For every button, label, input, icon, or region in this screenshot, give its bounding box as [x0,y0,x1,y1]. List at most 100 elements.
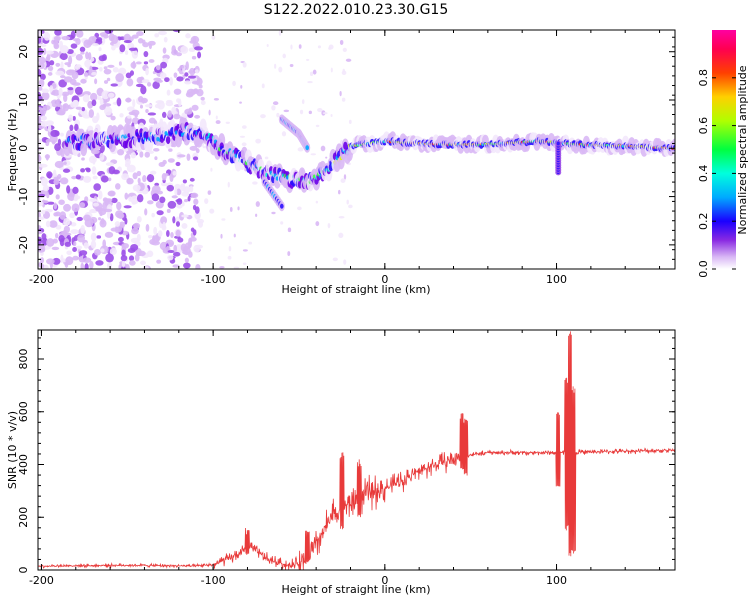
noise-cell [118,236,124,243]
noise-cell [176,76,184,82]
noise-cell [160,181,168,187]
noise-cell [58,79,67,88]
noise-cell [151,185,161,193]
noise-cell [42,185,50,192]
noise-cell [136,233,141,242]
noise-cell [54,232,59,239]
noise-cell [92,202,100,207]
noise-cell [94,248,101,256]
colorbar-tick-label: 0.8 [697,69,710,87]
noise-cell [130,243,139,251]
noise-cell [210,167,213,172]
noise-cell [166,184,175,192]
noise-cell [71,203,80,213]
noise-cell [89,198,97,202]
noise-cell [192,204,197,211]
noise-cell [146,250,154,258]
noise-cell [153,226,158,236]
noise-cell [91,99,97,107]
noise-cell [211,34,216,40]
noise-cell [90,232,97,242]
colorbar-tick-label: 0.4 [697,165,710,183]
noise-cell [162,111,167,119]
noise-cell [162,47,167,54]
noise-cell [168,148,173,152]
noise-cell [154,33,160,38]
noise-cell [119,113,124,118]
noise-cell [188,107,192,113]
noise-cell [186,153,191,161]
noise-cell [248,241,253,245]
noise-cell [320,145,326,152]
noise-cell [63,76,73,83]
noise-cell [309,71,314,77]
bottom-y-axis-label: SNR (10 * v/v) [6,411,19,489]
noise-cell [66,185,71,194]
noise-cell [121,173,130,181]
noise-cell [315,124,320,128]
noise-cell [189,177,195,182]
noise-cell [167,255,174,261]
noise-cell [60,148,65,158]
noise-cell [287,227,292,233]
noise-cell [176,188,182,196]
noise-cell [111,197,118,204]
noise-cell [103,208,113,213]
noise-cell [190,89,200,95]
noise-cell [99,67,103,72]
bottom-plot-frame [37,329,676,571]
noise-cell [75,53,83,61]
noise-cell [55,62,61,67]
noise-cell [143,50,149,58]
noise-cell [40,115,48,121]
noise-cell [176,198,183,205]
noise-cell [80,168,86,173]
noise-cell [155,64,161,71]
noise-cell [83,214,91,222]
noise-cell [53,202,58,210]
noise-cell [62,168,71,173]
noise-cell [47,124,52,132]
ridge-mid [343,141,348,150]
noise-cell [112,169,120,175]
noise-cell [70,43,78,49]
noise-cell [177,154,186,158]
noise-cell [73,99,79,107]
noise-cell [58,235,65,243]
y-tick-label: 0 [17,145,30,152]
noise-cell [177,237,184,243]
noise-cell [173,113,181,120]
noise-cell [58,87,63,97]
noise-cell [103,80,109,84]
noise-cell [310,153,316,156]
noise-cell [317,45,322,49]
noise-cell [63,218,71,226]
noise-cell [97,190,103,200]
y-tick-label: 800 [17,349,30,370]
noise-cell [90,208,96,213]
noise-cell [200,96,205,101]
noise-cell [50,129,59,138]
noise-cell [111,45,116,51]
noise-cell [125,72,132,79]
noise-cell [255,201,260,207]
noise-cell [120,254,128,262]
noise-cell [233,266,240,269]
noise-cell [79,202,86,208]
noise-cell [136,215,142,223]
noise-cell [39,73,46,81]
noise-cell [219,265,225,269]
noise-cell [81,106,86,112]
noise-cell [118,213,124,219]
noise-cell [166,89,171,96]
noise-cell [115,73,125,83]
noise-cell [38,138,42,143]
noise-cell [348,119,352,125]
noise-cell [56,98,61,108]
noise-cell [185,33,191,39]
noise-cell [98,47,102,52]
noise-cell [339,39,344,45]
y-tick-label: 200 [17,507,30,528]
noise-cell [72,115,76,121]
noise-cell [76,216,83,222]
